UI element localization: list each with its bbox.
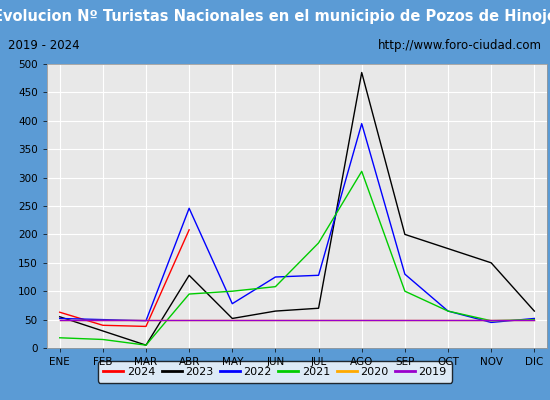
Text: Evolucion Nº Turistas Nacionales en el municipio de Pozos de Hinojo: Evolucion Nº Turistas Nacionales en el m… bbox=[0, 8, 550, 24]
Text: http://www.foro-ciudad.com: http://www.foro-ciudad.com bbox=[378, 40, 542, 52]
Text: 2019 - 2024: 2019 - 2024 bbox=[8, 40, 80, 52]
Legend: 2024, 2023, 2022, 2021, 2020, 2019: 2024, 2023, 2022, 2021, 2020, 2019 bbox=[98, 362, 452, 382]
